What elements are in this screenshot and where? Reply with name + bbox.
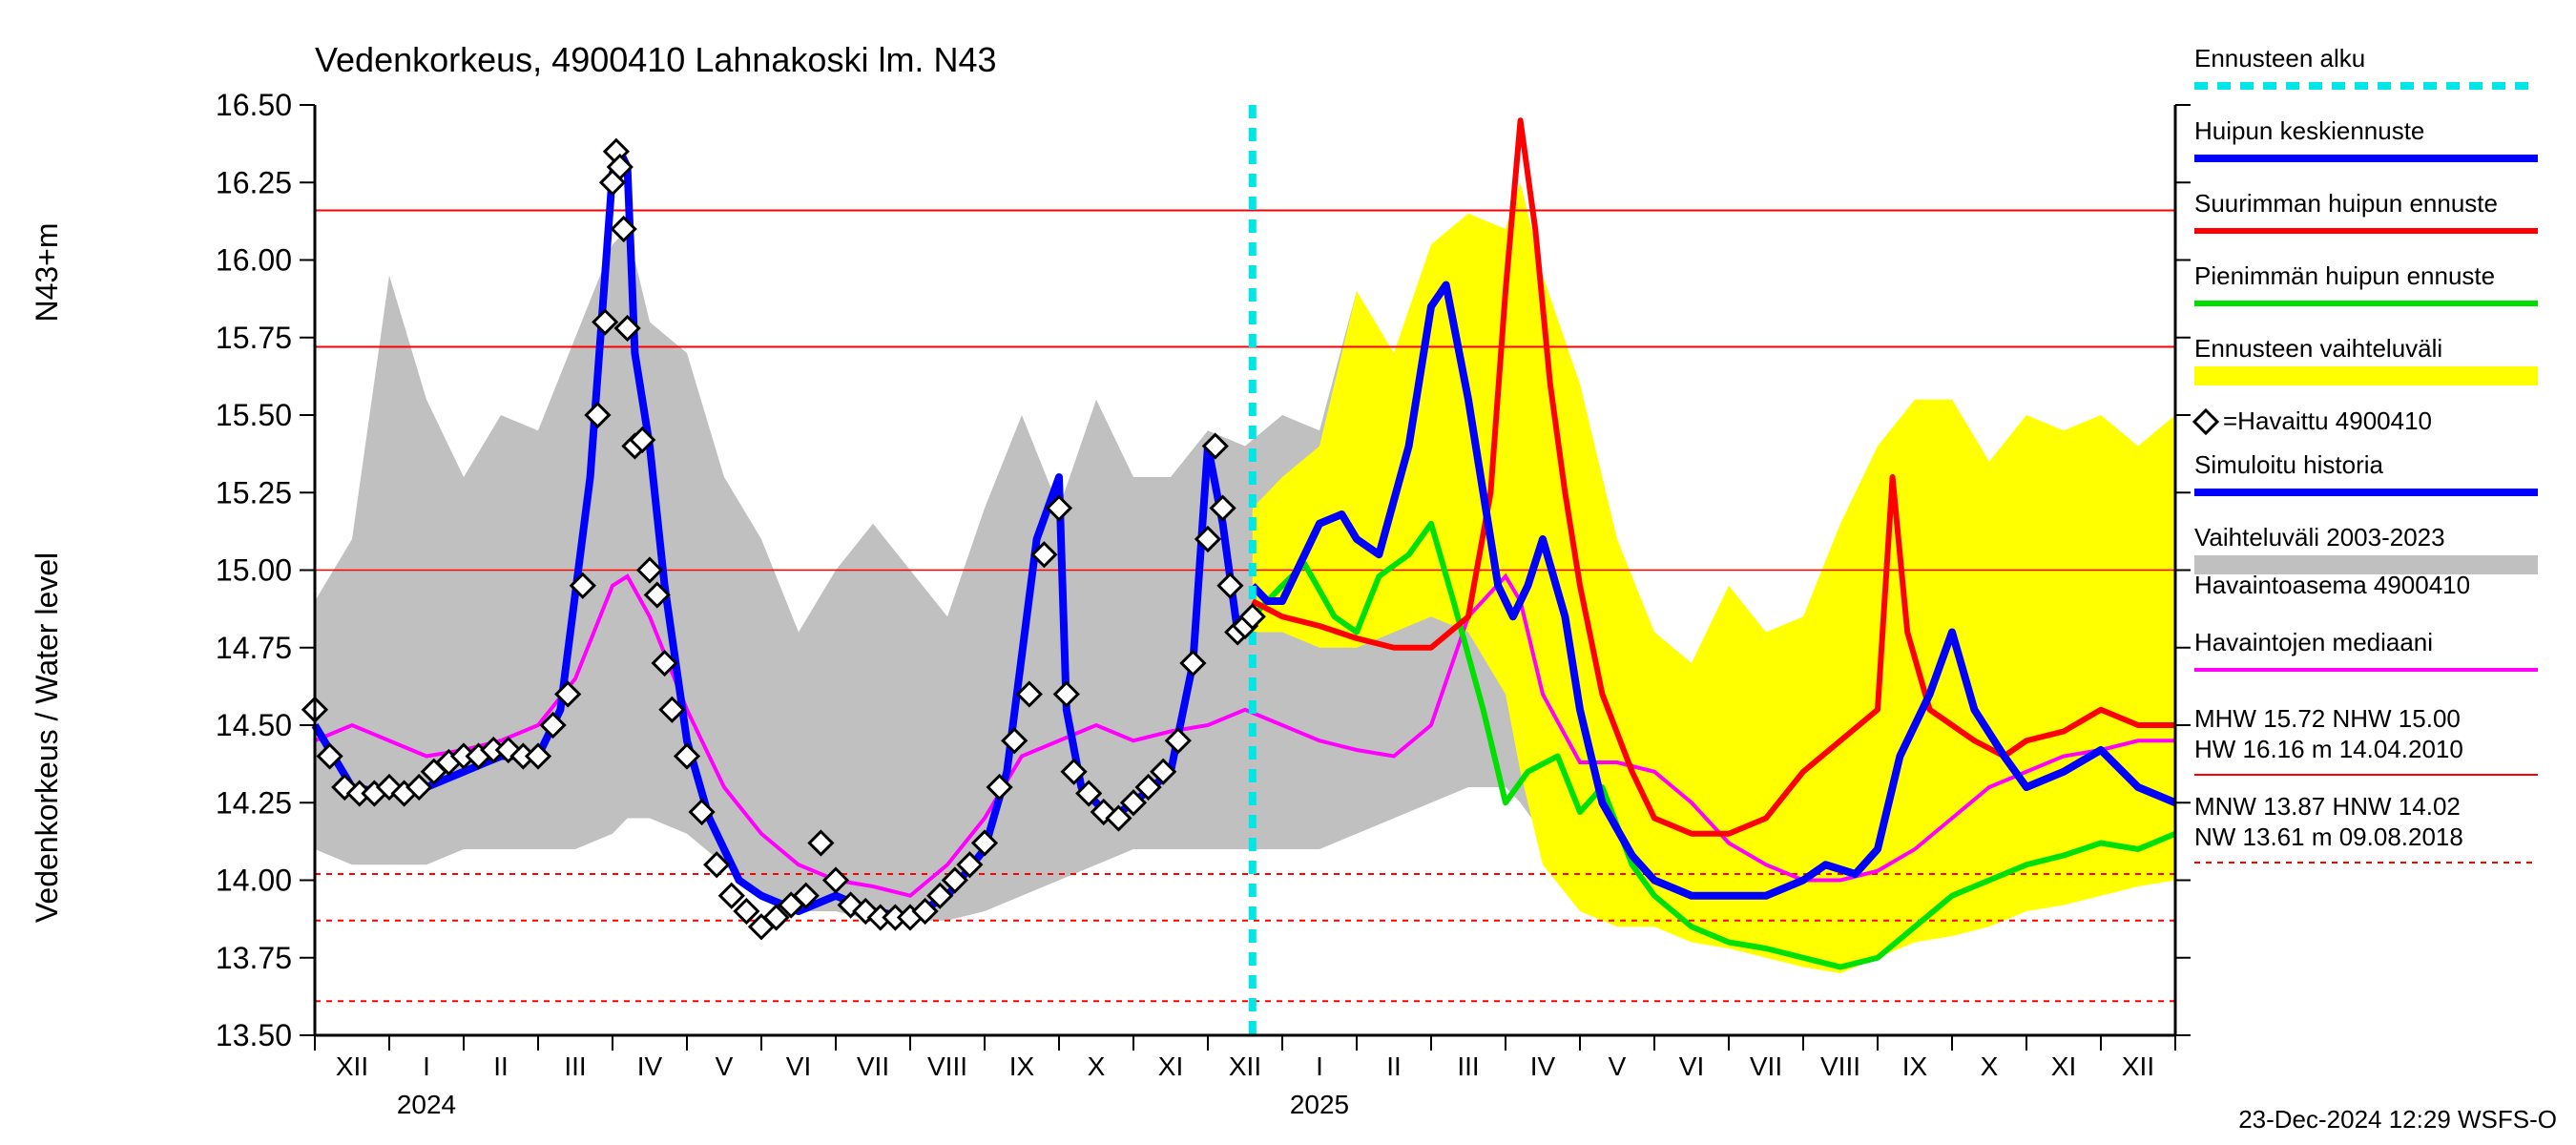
legend-label: Suurimman huipun ennuste — [2194, 189, 2498, 218]
y-tick-label: 14.75 — [216, 631, 292, 665]
x-month-label: V — [1609, 1051, 1627, 1081]
y-tick-label: 16.50 — [216, 88, 292, 122]
x-month-label: XII — [1229, 1051, 1261, 1081]
x-month-label: V — [716, 1051, 734, 1081]
x-month-label: XII — [336, 1051, 368, 1081]
y-tick-label: 16.25 — [216, 165, 292, 199]
legend-label: Ennusteen vaihteluväli — [2194, 334, 2442, 363]
legend-label: Ennusteen alku — [2194, 44, 2365, 73]
timestamp: 23-Dec-2024 12:29 WSFS-O — [2238, 1105, 2557, 1134]
y-tick-label: 15.50 — [216, 398, 292, 432]
y-tick-label: 14.25 — [216, 785, 292, 820]
y-tick-label: 16.00 — [216, 243, 292, 278]
y-axis-label-1: Vedenkorkeus / Water level — [30, 552, 64, 923]
x-month-label: IV — [637, 1051, 663, 1081]
legend-label: Pienimmän huipun ennuste — [2194, 261, 2495, 290]
y-tick-label: 14.00 — [216, 864, 292, 898]
y-tick-label: 15.75 — [216, 321, 292, 355]
legend-stat: MHW 15.72 NHW 15.00 — [2194, 704, 2461, 733]
legend-stat: NW 13.61 m 09.08.2018 — [2194, 822, 2463, 851]
legend-label: =Havaittu 4900410 — [2223, 406, 2432, 435]
y-tick-label: 15.00 — [216, 553, 292, 588]
y-axis-label-2: N43+m — [30, 222, 64, 322]
y-tick-label: 13.50 — [216, 1018, 292, 1052]
chart-svg: 13.50 13.75 14.00 14.25 14.50 14.75 15.00 15.25… — [0, 0, 2576, 1145]
x-month-label: VI — [1679, 1051, 1704, 1081]
legend-label: Huipun keskiennuste — [2194, 116, 2424, 145]
y-tick-label: 13.75 — [216, 941, 292, 975]
chart-title: Vedenkorkeus, 4900410 Lahnakoski lm. N43 — [315, 40, 996, 79]
legend-label: Havaintojen mediaani — [2194, 628, 2433, 656]
x-month-label: XII — [2122, 1051, 2154, 1081]
x-month-label: II — [1386, 1051, 1402, 1081]
x-month-label: XI — [1158, 1051, 1183, 1081]
x-month-label: III — [564, 1051, 586, 1081]
x-month-label: I — [423, 1051, 430, 1081]
legend-label: Simuloitu historia — [2194, 450, 2384, 479]
x-month-label: X — [1981, 1051, 1999, 1081]
x-month-label: IX — [1902, 1051, 1928, 1081]
legend-label: Havaintoasema 4900410 — [2194, 571, 2470, 599]
x-month-label: X — [1088, 1051, 1106, 1081]
x-month-label: IX — [1009, 1051, 1035, 1081]
x-month-label: II — [493, 1051, 509, 1081]
x-month-label: VI — [786, 1051, 811, 1081]
x-month-label: VIII — [1820, 1051, 1860, 1081]
legend-stat: MNW 13.87 HNW 14.02 — [2194, 792, 2461, 821]
y-tick-label: 15.25 — [216, 475, 292, 510]
chart-container: 13.50 13.75 14.00 14.25 14.50 14.75 15.00 15.25… — [0, 0, 2576, 1145]
x-month-label: III — [1457, 1051, 1479, 1081]
x-month-label: I — [1316, 1051, 1323, 1081]
legend-swatch-band — [2194, 366, 2538, 385]
x-month-label: VII — [1750, 1051, 1782, 1081]
legend-stat: HW 16.16 m 14.04.2010 — [2194, 735, 2463, 763]
y-tick-label: 14.50 — [216, 708, 292, 742]
x-month-label: IV — [1530, 1051, 1556, 1081]
legend-label: Vaihteluväli 2003-2023 — [2194, 523, 2445, 552]
x-year-label: 2024 — [397, 1090, 456, 1119]
x-month-label: VII — [857, 1051, 889, 1081]
x-month-label: VIII — [927, 1051, 967, 1081]
x-month-label: XI — [2051, 1051, 2076, 1081]
x-year-label: 2025 — [1290, 1090, 1349, 1119]
